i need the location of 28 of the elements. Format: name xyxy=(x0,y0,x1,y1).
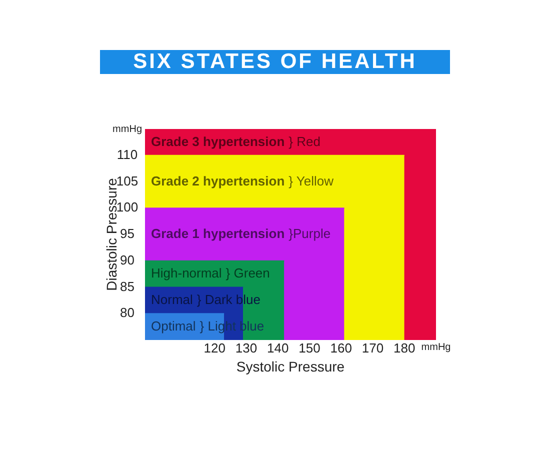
x-tick-label: 180 xyxy=(394,340,416,356)
y-tick-label: mmHg xyxy=(112,124,142,135)
y-tick-label: 80 xyxy=(120,305,135,320)
y-tick-label: 110 xyxy=(116,146,138,162)
annotation: } Red xyxy=(288,134,320,149)
series-label: Optimal xyxy=(151,318,196,334)
chart-title: SIX STATES OF HEALTH xyxy=(100,50,450,74)
x-tick-label: 130 xyxy=(235,340,258,356)
y-tick-label: 95 xyxy=(120,226,135,242)
annotation: } Green xyxy=(226,266,270,281)
y-tick-label: 90 xyxy=(120,252,135,268)
x-tick-label: 160 xyxy=(330,340,352,356)
y-tick-label: 105 xyxy=(116,173,138,188)
annotation: } Yellow xyxy=(288,173,334,188)
x-axis-title: Systolic Pressure xyxy=(236,358,345,374)
y-tick-label: 85 xyxy=(120,278,135,294)
x-tick-label: mmHg xyxy=(421,342,451,353)
series-label: Normal xyxy=(151,292,194,308)
series-label: Grade 2 hypertension xyxy=(151,173,285,188)
x-tick-label: 150 xyxy=(298,340,320,356)
x-tick-label: 120 xyxy=(204,340,226,356)
series-label: Grade 3 hypertension xyxy=(151,134,285,149)
series-label: High-normal xyxy=(151,266,222,281)
series-label: Grade 1 hypertension xyxy=(151,226,285,242)
annotation: }Purple xyxy=(288,226,331,242)
x-tick-label: 170 xyxy=(362,340,384,356)
y-tick-label: 100 xyxy=(116,200,138,215)
x-tick-label: 140 xyxy=(266,340,289,356)
